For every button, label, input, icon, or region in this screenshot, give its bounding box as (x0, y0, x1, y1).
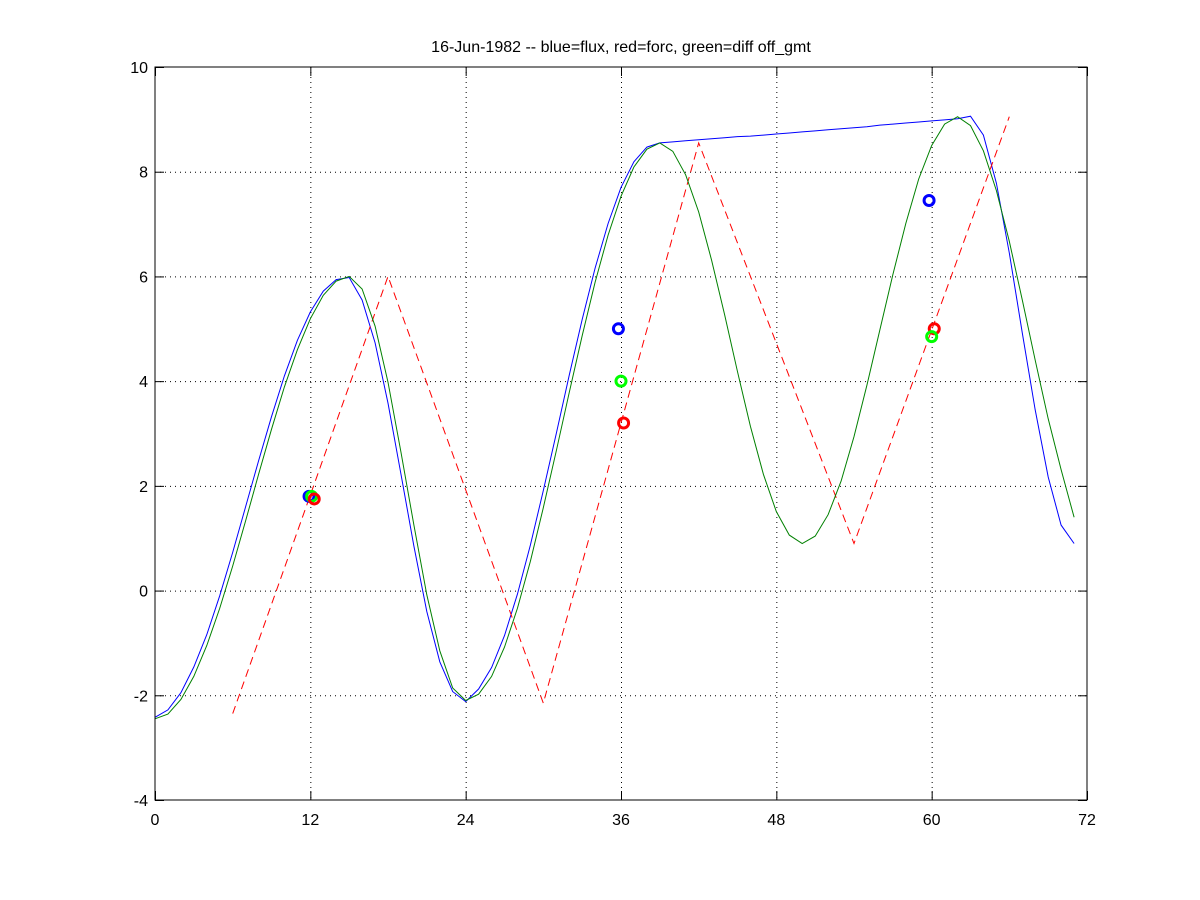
y-tick-label: 2 (139, 479, 148, 496)
y-tick-label: 4 (139, 374, 148, 391)
marker-forc (307, 492, 321, 506)
marker-flux (922, 194, 936, 208)
series-layer (154, 115, 1075, 720)
y-tick-label: 0 (139, 584, 148, 601)
markers-layer (302, 194, 941, 506)
series-line-diff (154, 116, 1075, 720)
x-tick-label: 24 (457, 812, 475, 829)
series-line-forc (232, 116, 1010, 714)
y-tick-label: -4 (134, 793, 148, 810)
marker-diff (614, 374, 628, 388)
x-tick-label: 72 (1078, 812, 1096, 829)
marker-forc (617, 416, 631, 430)
x-tick-label: 36 (612, 812, 630, 829)
plot-background (155, 67, 1087, 800)
grid (155, 67, 1087, 800)
marker-diff (305, 489, 319, 503)
x-tick-label: 12 (301, 812, 319, 829)
marker-diff (925, 330, 939, 344)
y-tick-label: 10 (130, 60, 148, 77)
y-tick-label: 6 (139, 269, 148, 286)
marker-flux (611, 322, 625, 336)
chart-title: 16-Jun-1982 -- blue=flux, red=forc, gree… (431, 39, 811, 56)
series-line-flux (154, 115, 1075, 718)
x-tick-label: 0 (151, 812, 160, 829)
x-tick-label: 60 (923, 812, 941, 829)
x-tick-label: 48 (767, 812, 785, 829)
y-tick-label: 8 (139, 165, 148, 182)
y-tick-label: -2 (134, 688, 148, 705)
